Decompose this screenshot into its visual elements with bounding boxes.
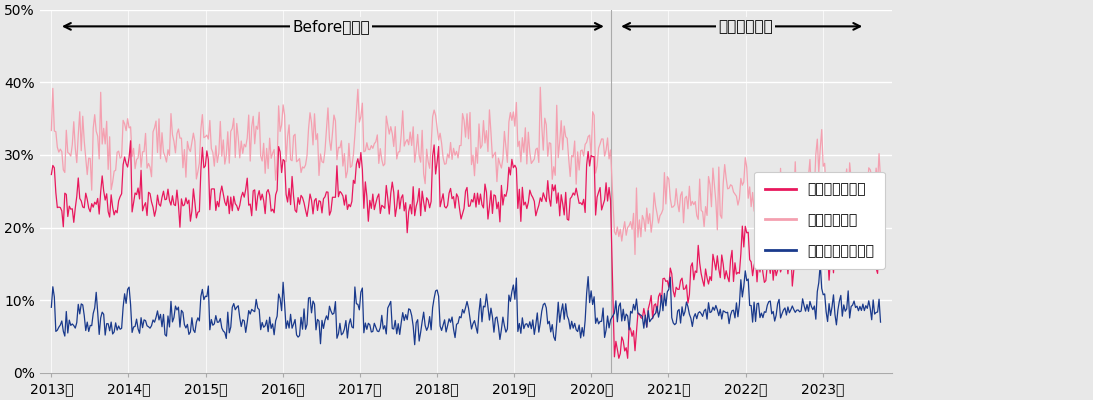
Legend: 食事会・飲み会, 家族との外食, 自宅の特別な食事: 食事会・飲み会, 家族との外食, 自宅の特別な食事 — [754, 172, 885, 269]
Text: Beforeコロナ: Beforeコロナ — [292, 19, 369, 34]
Text: コロナ流行期: コロナ流行期 — [718, 19, 773, 34]
